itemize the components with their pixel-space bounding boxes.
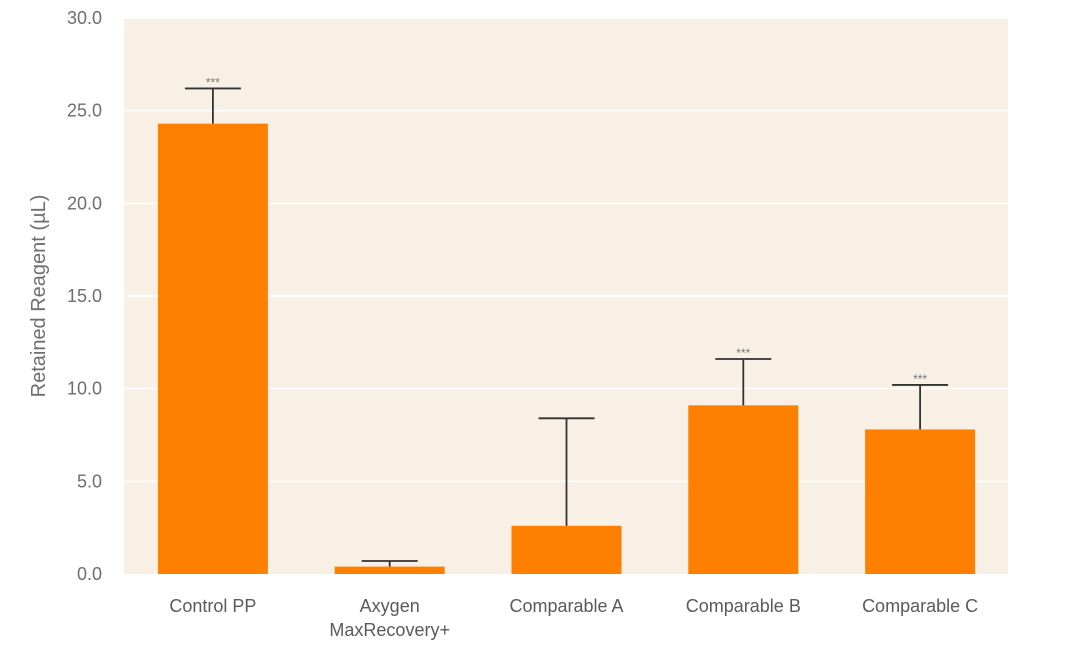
- x-category-label: MaxRecovery+: [329, 620, 450, 640]
- y-tick-label: 10.0: [67, 379, 102, 399]
- x-category-label: Comparable B: [686, 596, 801, 616]
- x-category-label: Control PP: [169, 596, 256, 616]
- bar: [334, 566, 445, 574]
- x-category-label: Axygen: [360, 596, 420, 616]
- bar: [157, 123, 268, 574]
- x-category-label: Comparable C: [862, 596, 978, 616]
- bar: [688, 405, 799, 574]
- gridlines: [124, 17, 1008, 483]
- y-tick-label: 0.0: [77, 564, 102, 584]
- bar: [511, 525, 622, 574]
- y-axis-label: Retained Reagent (µL): [28, 195, 50, 398]
- y-tick-label: 5.0: [77, 471, 102, 491]
- y-tick-label: 25.0: [67, 101, 102, 121]
- y-tick-label: 30.0: [67, 8, 102, 28]
- error-bars: [184, 87, 949, 567]
- significance-markers: *** *** ***: [206, 75, 928, 386]
- significance-label: ***: [736, 346, 750, 360]
- y-tick-label: 20.0: [67, 193, 102, 213]
- y-tick-label: 15.0: [67, 286, 102, 306]
- bars: [157, 123, 976, 574]
- x-category-label: Comparable A: [509, 596, 623, 616]
- bar: [865, 429, 976, 574]
- significance-label: ***: [913, 372, 927, 386]
- x-axis-categories: Control PP Axygen MaxRecovery+ Comparable A…: [169, 596, 978, 640]
- y-axis-ticks: 0.0 5.0 10.0 15.0 20.0 25.0 30.0: [67, 8, 102, 584]
- significance-label: ***: [206, 75, 220, 89]
